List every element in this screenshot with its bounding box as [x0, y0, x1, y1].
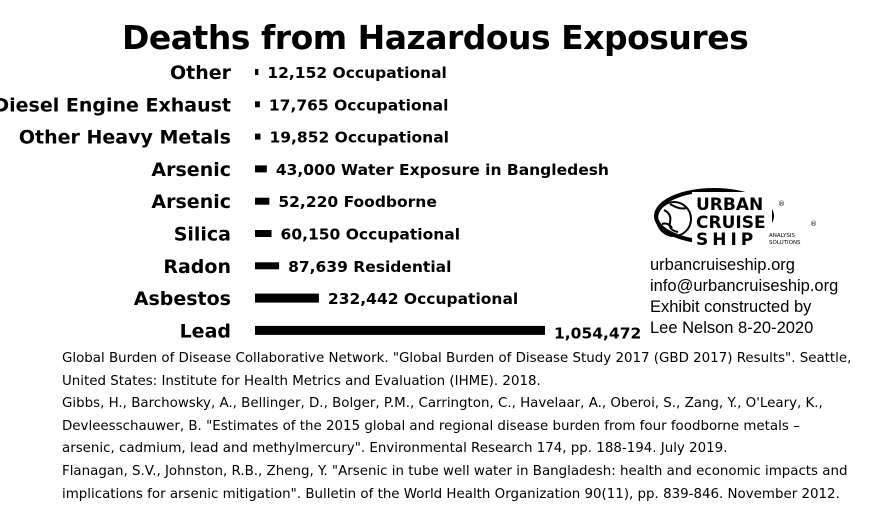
category-label: Asbestos [134, 288, 231, 310]
bar [255, 101, 260, 108]
data-label: 52,220 Foodborne [278, 193, 437, 211]
category-label: Silica [174, 224, 231, 246]
data-label: 43,000 Water Exposure in Bangledesh [276, 161, 609, 179]
website-text: urbancruiseship.org [650, 256, 795, 274]
credit-line-1: Exhibit constructed by [650, 298, 812, 316]
logo-sub1: ANALYSIS [769, 233, 795, 239]
bar [255, 293, 319, 303]
bar [255, 262, 280, 270]
data-label: 12,152 Occupational [267, 64, 447, 82]
category-label: Arsenic [151, 191, 231, 213]
category-label: Lead [180, 320, 231, 342]
data-label: 1,054,472 [554, 324, 641, 342]
data-label: 87,639 Residential [288, 258, 451, 276]
bar [255, 165, 267, 173]
bar [255, 69, 259, 75]
logo-line2: CRUISE [696, 213, 766, 233]
category-label: Other [170, 62, 232, 84]
data-label: 17,765 Occupational [269, 96, 449, 114]
bar [255, 197, 270, 205]
reference-1: Global Burden of Disease Collaborative N… [62, 351, 852, 389]
category-label: Arsenic [151, 159, 231, 181]
urban-cruise-ship-logo: URBAN CRUISE SHIP ® ® ANALYSIS SOLUTIONS [652, 186, 822, 256]
category-label: Other Heavy Metals [19, 127, 231, 149]
data-label: 60,150 Occupational [281, 226, 461, 244]
logo-registered-2: ® [810, 220, 817, 228]
contact-block: urbancruiseship.org info@urbancruiseship… [650, 255, 838, 339]
logo-sub2: SOLUTIONS [769, 240, 801, 246]
bar [255, 230, 272, 237]
bar [255, 133, 261, 140]
bar [255, 325, 545, 335]
reference-2: Gibbs, H., Barchowsky, A., Bellinger, D.… [62, 396, 823, 457]
references: Global Burden of Disease Collaborative N… [62, 348, 852, 506]
globe-icon [656, 201, 692, 237]
credit-line-2: Lee Nelson 8-20-2020 [650, 319, 814, 337]
logo-registered: ® [778, 200, 785, 208]
logo-line1: URBAN [696, 195, 763, 215]
reference-3: Flanagan, S.V., Johnston, R.B., Zheng, Y… [62, 463, 848, 502]
data-label: 232,442 Occupational [328, 290, 518, 308]
logo-line3: SHIP [696, 230, 757, 250]
bar-chart: Other 12,152 Occupational Diesel Engine Ex… [0, 62, 641, 342]
email-text: info@urbancruiseship.org [650, 277, 839, 295]
category-label: Diesel Engine Exhaust [0, 94, 231, 116]
chart-title: Deaths from Hazardous Exposures [122, 18, 749, 57]
data-label: 19,852 Occupational [269, 129, 449, 147]
category-label: Radon [163, 256, 231, 278]
